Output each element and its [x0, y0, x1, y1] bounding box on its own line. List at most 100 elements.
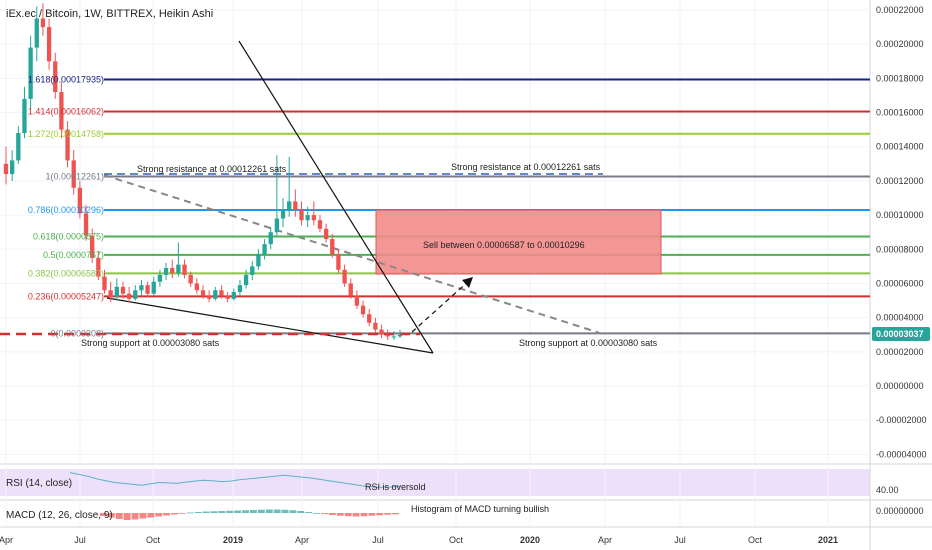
time-tick-label: Oct	[449, 535, 464, 545]
macd-bar	[163, 513, 171, 516]
sell-zone-box	[375, 209, 662, 275]
price-tick-label: 0.00012000	[876, 176, 924, 186]
candle-body	[262, 244, 267, 255]
fib-level-label: 1.272(0.00014758)	[28, 129, 104, 139]
candle-body	[163, 268, 169, 275]
macd-bar	[115, 513, 123, 519]
macd-bar	[273, 509, 281, 513]
time-tick-label: Jul	[74, 535, 86, 545]
time-tick-label: 2021	[818, 535, 838, 545]
macd-bar	[352, 513, 360, 517]
macd-bar	[202, 511, 210, 513]
candle-body	[274, 218, 280, 233]
macd-bar	[305, 512, 313, 513]
candles	[3, 3, 403, 340]
price-tick-label: 0.00008000	[876, 244, 924, 254]
candle-body	[397, 334, 403, 337]
candle-body	[40, 18, 46, 28]
candle-body	[336, 254, 341, 270]
candle-body	[379, 329, 384, 335]
candle-body	[96, 257, 101, 277]
macd-bar	[368, 513, 376, 516]
candle-body	[170, 268, 175, 274]
macd-bar	[178, 513, 186, 514]
support-label-right: Strong support at 0.00003080 sats	[519, 338, 658, 348]
macd-bar	[171, 513, 178, 515]
candle-body	[16, 133, 21, 161]
chart-title: iEx.ec / Bitcoin, 1W, BITTREX, Heikin As…	[6, 8, 213, 20]
candle-body	[268, 232, 273, 245]
rsi-line	[69, 472, 401, 488]
candle-body	[53, 61, 58, 93]
time-tick-label: Apr	[295, 535, 309, 545]
candle-body	[323, 228, 329, 240]
macd-bar	[344, 513, 352, 517]
macd-bar	[155, 513, 163, 517]
candle-body	[317, 220, 323, 229]
macd-bar	[226, 510, 234, 513]
candle-body	[157, 274, 163, 282]
candle-body	[71, 160, 76, 188]
price-tick-label: 0.00020000	[876, 39, 924, 49]
descending-resistance-line	[238, 40, 434, 354]
candle-body	[145, 285, 150, 294]
candle-body	[219, 290, 224, 296]
candle-body	[367, 314, 372, 323]
candle-body	[151, 281, 156, 294]
macd-bar	[100, 513, 107, 516]
price-tick-label: 0.00000000	[876, 381, 924, 391]
rsi-axis-value: 40.00	[876, 485, 899, 495]
candle-body	[65, 129, 70, 161]
candle-body	[231, 292, 236, 299]
candle-body	[225, 295, 230, 299]
candle-body	[256, 254, 261, 267]
candle-body	[342, 269, 347, 284]
candle-body	[305, 215, 310, 221]
candle-body	[28, 47, 33, 99]
time-tick-label: 2019	[223, 535, 243, 545]
candle-body	[311, 215, 316, 221]
macd-bar	[376, 513, 384, 516]
candle-body	[188, 274, 193, 284]
macd-label: MACD (12, 26, close, 9)	[6, 510, 113, 521]
support-label-left: Strong support at 0.00003080 sats	[81, 338, 220, 348]
macd-bar	[281, 509, 289, 513]
candle-body	[330, 239, 335, 255]
macd-bar	[313, 513, 321, 514]
macd-bar	[210, 511, 218, 513]
candle-body	[102, 276, 107, 291]
price-tick-label: 0.00006000	[876, 278, 924, 288]
candle-body	[354, 295, 360, 306]
macd-bar	[257, 509, 265, 513]
candle-body	[3, 163, 9, 175]
price-tick-label: 0.00002000	[876, 347, 924, 357]
fib-level-label: 0.382(0.00006587)	[28, 268, 104, 278]
candle-body	[126, 293, 132, 299]
fib-level-label: 0.786(0.00010296)	[28, 205, 104, 215]
candle-body	[237, 285, 243, 292]
candle-body	[10, 160, 15, 175]
macd-bar	[242, 510, 249, 513]
candle-body	[293, 201, 298, 210]
macd-bar	[218, 511, 226, 513]
candle-body	[120, 286, 126, 294]
macd-bar	[289, 510, 297, 513]
candle-body	[287, 201, 292, 210]
candle-body	[22, 98, 27, 134]
candle-body	[108, 290, 113, 298]
macd-histogram	[100, 509, 399, 520]
price-tick-label: -0.00004000	[876, 449, 927, 459]
price-tick-label: 0.00014000	[876, 142, 924, 152]
fib-level-label: 0.236(0.00005247)	[28, 291, 104, 301]
fib-level-label: 1(0.00012261)	[45, 171, 104, 181]
candle-body	[34, 18, 39, 48]
candle-body	[90, 235, 95, 258]
macd-bar	[139, 513, 147, 519]
candle-body	[182, 264, 187, 275]
falling-wedge-support-line	[106, 297, 434, 354]
macd-bar	[131, 513, 139, 520]
macd-bar	[384, 513, 392, 515]
time-tick-label: Oct	[146, 535, 161, 545]
